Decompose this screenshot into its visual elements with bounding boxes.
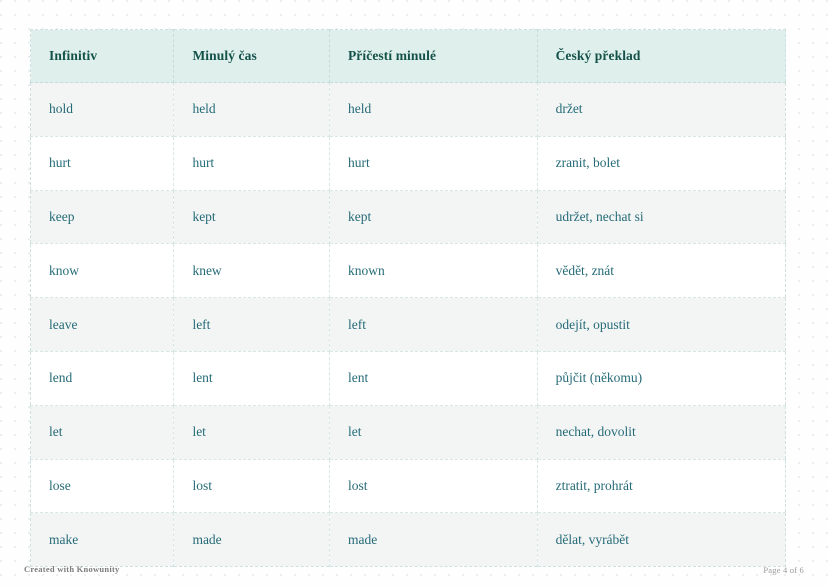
cell-past: kept (173, 190, 330, 245)
cell-infinitive: lend (30, 351, 175, 406)
column-header-infinitive: Infinitiv (30, 29, 175, 83)
table-row: keep kept kept udržet, nechat si (30, 190, 786, 245)
table-row: hold held held držet (30, 82, 786, 137)
cell-participle: known (329, 243, 538, 299)
cell-participle: held (329, 82, 538, 137)
column-header-czech-translation: Český překlad (537, 29, 786, 83)
cell-past: made (173, 512, 330, 567)
table-header: Infinitiv Minulý čas Příčestí minulé Čes… (30, 29, 786, 83)
page-footer: Created with Knowunity Page 4 of 6 (0, 556, 828, 586)
cell-infinitive: let (30, 405, 175, 460)
table-row: hurt hurt hurt zranit, bolet (30, 136, 786, 191)
table-row: lend lent lent půjčit (někomu) (30, 351, 786, 406)
cell-infinitive: keep (30, 190, 175, 245)
cell-participle: kept (329, 190, 538, 245)
cell-translation: odejít, opustit (537, 297, 786, 352)
cell-translation: držet (537, 82, 786, 137)
cell-past: lent (173, 351, 330, 406)
cell-translation: ztratit, prohrát (537, 459, 786, 514)
table-row: let let let nechat, dovolit (30, 405, 786, 460)
cell-participle: lost (329, 459, 538, 514)
table-row: lose lost lost ztratit, prohrát (30, 459, 786, 514)
cell-infinitive: hurt (30, 136, 175, 191)
cell-past: let (173, 405, 330, 460)
cell-participle: made (329, 512, 538, 567)
cell-translation: udržet, nechat si (537, 190, 786, 245)
cell-past: knew (173, 243, 330, 299)
column-header-past-simple: Minulý čas (173, 29, 330, 83)
cell-infinitive: lose (30, 459, 175, 514)
cell-past: held (173, 82, 330, 137)
cell-participle: hurt (329, 136, 538, 191)
cell-participle: left (329, 297, 538, 352)
cell-past: lost (173, 459, 330, 514)
table-row: make made made dělat, vyrábět (30, 512, 786, 567)
column-header-past-participle: Příčestí minulé (329, 29, 538, 83)
irregular-verbs-table: Infinitiv Minulý čas Příčestí minulé Čes… (30, 29, 786, 568)
footer-page-indicator: Page 4 of 6 (763, 565, 804, 575)
footer-credit: Created with Knowunity (24, 564, 120, 574)
cell-infinitive: leave (30, 297, 175, 352)
cell-participle: lent (329, 351, 538, 406)
cell-infinitive: hold (30, 82, 175, 137)
cell-participle: let (329, 405, 538, 460)
table-body: hold held held držet hurt hurt hurt zran… (30, 82, 786, 567)
cell-translation: nechat, dovolit (537, 405, 786, 460)
cell-translation: půjčit (někomu) (537, 351, 786, 406)
cell-infinitive: make (30, 512, 175, 567)
irregular-verbs-table-container: Infinitiv Minulý čas Příčestí minulé Čes… (30, 29, 786, 568)
table-row: know knew known vědět, znát (30, 243, 786, 299)
cell-past: left (173, 297, 330, 352)
cell-infinitive: know (30, 243, 175, 299)
cell-translation: zranit, bolet (537, 136, 786, 191)
cell-past: hurt (173, 136, 330, 191)
table-row: leave left left odejít, opustit (30, 297, 786, 352)
cell-translation: dělat, vyrábět (537, 512, 786, 567)
cell-translation: vědět, znát (537, 243, 786, 299)
table-header-row: Infinitiv Minulý čas Příčestí minulé Čes… (30, 29, 786, 83)
